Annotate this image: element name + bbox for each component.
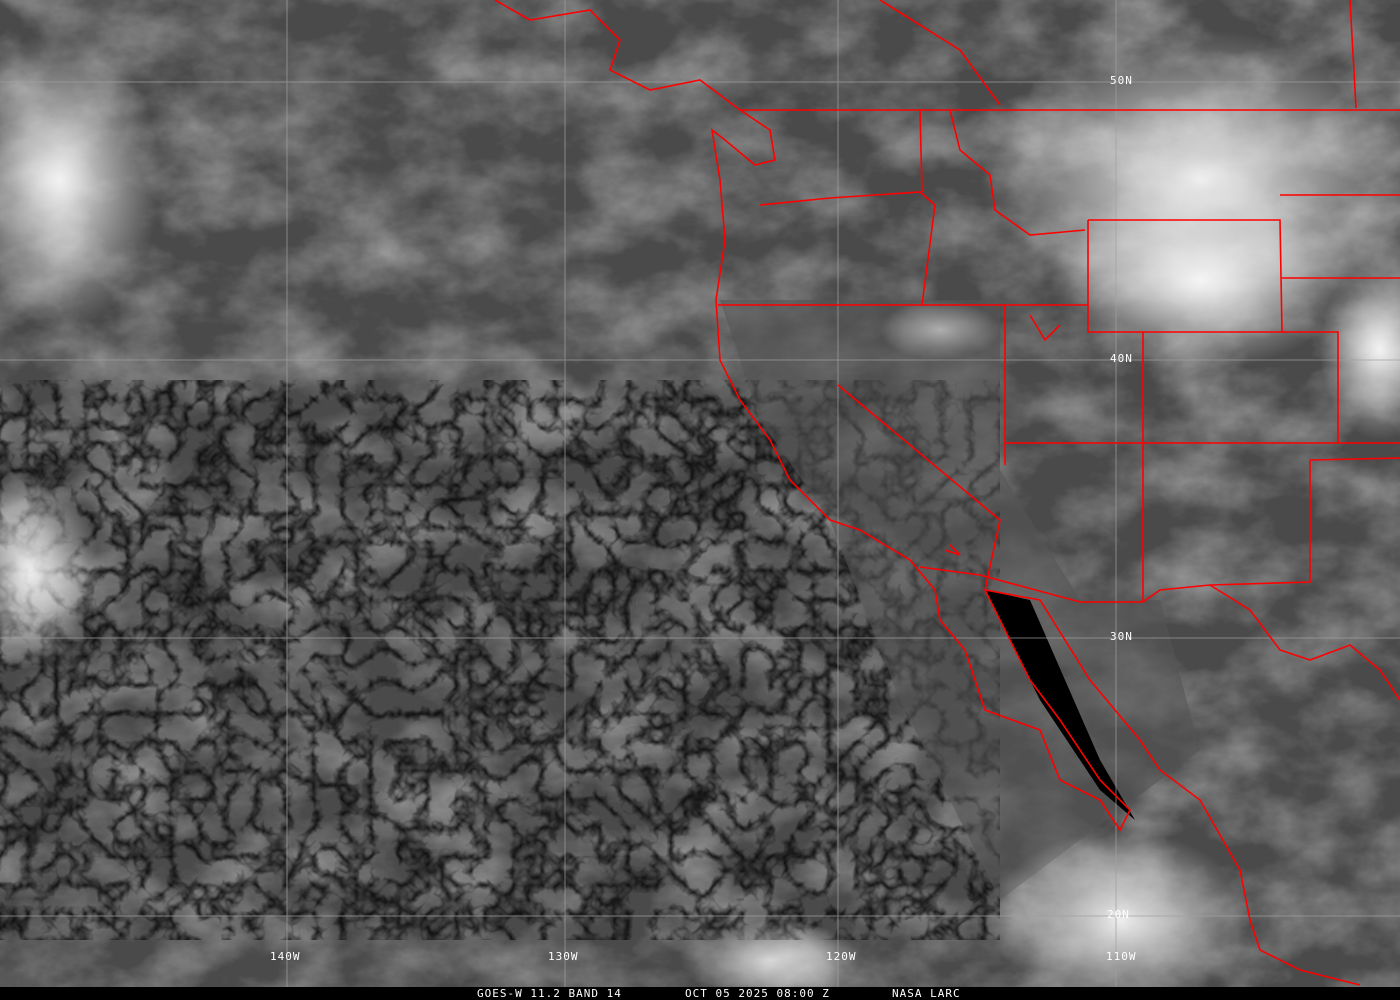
political-borders [494, 0, 1400, 986]
lat-label-40n: 40N [1110, 352, 1133, 365]
lon-label-130w: 130W [548, 950, 579, 963]
lon-label-110w: 110W [1106, 950, 1137, 963]
credit-label: NASA LARC [892, 987, 961, 1000]
california-nevada-border [837, 384, 1001, 591]
washington-oregon-border [759, 191, 936, 306]
lon-label-140w: 140W [270, 950, 301, 963]
caption-bar: GOES-W 11.2 BAND 14 OCT 05 2025 08:00 Z … [0, 987, 1400, 1000]
lat-label-30n: 30N [1110, 630, 1133, 643]
lat-label-20n: 20N [1107, 908, 1130, 921]
gulf-of-california [985, 590, 1135, 820]
mexico-border [1209, 584, 1400, 701]
lat-label-50n: 50N [1110, 74, 1133, 87]
coastline [494, 0, 1361, 986]
lon-label-120w: 120W [826, 950, 857, 963]
satellite-band-label: GOES-W 11.2 BAND 14 [477, 987, 622, 1000]
timestamp-label: OCT 05 2025 08:00 Z [685, 987, 830, 1000]
